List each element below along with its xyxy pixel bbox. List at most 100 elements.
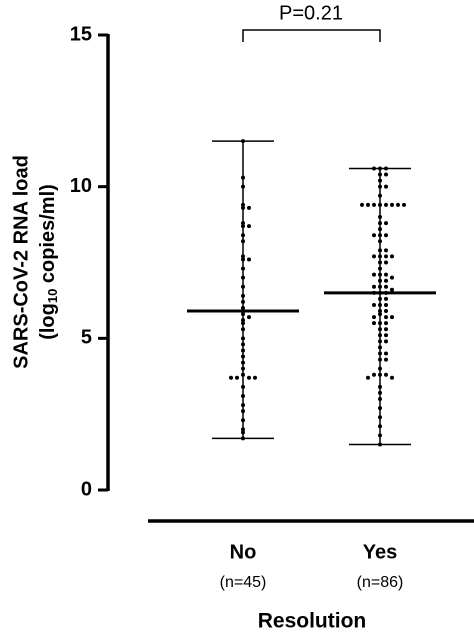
data-point [241, 354, 245, 359]
data-point [241, 342, 245, 347]
data-point [378, 239, 382, 244]
data-point [384, 309, 388, 314]
data-point [241, 336, 245, 341]
y-tick-label: 10 [70, 175, 92, 197]
data-point [241, 299, 245, 304]
data-point [384, 248, 388, 253]
data-point [247, 224, 251, 229]
data-point [378, 333, 382, 338]
data-point [241, 321, 245, 326]
data-point [247, 257, 251, 262]
data-point [384, 339, 388, 344]
data-point [372, 272, 376, 277]
data-point [378, 178, 382, 183]
data-point [378, 233, 382, 238]
data-point [241, 266, 245, 271]
data-point [378, 248, 382, 253]
data-point [384, 278, 388, 283]
y-tick-label: 15 [70, 23, 92, 45]
y-axis-title-part: (log [37, 303, 59, 340]
data-point [241, 306, 245, 310]
x-axis-title: Resolution [258, 610, 367, 633]
data-point [241, 239, 245, 244]
data-point [384, 351, 388, 356]
data-point [366, 202, 370, 207]
y-axis-title-part: copies/ml) [37, 184, 59, 288]
data-point [241, 275, 245, 280]
y-axis-title: (log10 copies/ml) [37, 184, 60, 340]
data-point [241, 409, 245, 414]
y-axis-title: SARS-CoV-2 RNA load [10, 155, 32, 369]
data-point [241, 309, 245, 314]
data-point [378, 193, 382, 198]
data-point [241, 184, 245, 189]
data-point [384, 272, 388, 277]
data-point [372, 254, 376, 259]
data-point [396, 202, 400, 207]
data-point [384, 296, 388, 301]
data-point [372, 321, 376, 326]
data-point [378, 260, 382, 265]
data-point [384, 254, 388, 259]
data-point [378, 351, 382, 356]
data-point [378, 366, 382, 371]
data-point [247, 375, 251, 380]
data-point [241, 318, 245, 323]
data-point [378, 415, 382, 420]
data-point [402, 202, 406, 207]
data-point [241, 427, 245, 432]
data-point [378, 327, 382, 332]
bracket [242, 29, 381, 42]
data-point [384, 290, 388, 295]
data-point [378, 345, 382, 350]
x-tick-label: No [230, 541, 257, 563]
data-point [384, 202, 388, 207]
data-point [241, 293, 245, 298]
data-point [390, 315, 394, 320]
data-point [241, 430, 245, 435]
data-point [378, 266, 382, 271]
data-point [378, 284, 382, 289]
data-point [378, 357, 382, 362]
data-point [378, 442, 382, 447]
data-point [378, 390, 382, 395]
data-point [241, 233, 245, 238]
data-point [378, 278, 382, 283]
data-point [384, 260, 388, 265]
data-point [384, 172, 388, 177]
data-point [241, 257, 245, 262]
data-point [241, 384, 245, 389]
y-tick-label: 0 [81, 478, 92, 500]
data-point [384, 233, 388, 238]
data-point [378, 202, 382, 207]
data-point [378, 290, 382, 295]
data-point [384, 327, 388, 332]
data-point [372, 202, 376, 207]
data-point [378, 372, 382, 377]
data-point [241, 393, 245, 398]
data-point [241, 224, 245, 229]
data-point [378, 433, 382, 438]
data-point [378, 221, 382, 226]
data-point [241, 360, 245, 365]
data-point [378, 296, 382, 301]
data-point [378, 339, 382, 344]
data-point [241, 418, 245, 423]
data-point [390, 375, 394, 380]
data-point [235, 375, 239, 380]
data-point [378, 227, 382, 232]
data-point [378, 172, 382, 177]
data-point [378, 321, 382, 326]
data-point [241, 327, 245, 332]
data-point [378, 302, 382, 307]
data-point [378, 184, 382, 189]
data-point [241, 284, 245, 289]
data-point [390, 202, 394, 207]
data-point [360, 202, 364, 207]
data-point [378, 397, 382, 401]
data-point [241, 436, 245, 441]
data-point [384, 333, 388, 338]
data-point [372, 315, 376, 320]
data-point [241, 139, 245, 144]
